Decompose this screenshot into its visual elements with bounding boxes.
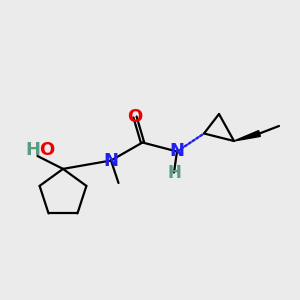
Text: N: N <box>103 152 118 169</box>
Text: H: H <box>25 141 40 159</box>
Text: O: O <box>39 141 54 159</box>
Text: H: H <box>167 164 181 181</box>
Text: N: N <box>169 142 184 160</box>
Polygon shape <box>234 130 260 141</box>
Text: O: O <box>128 108 142 126</box>
